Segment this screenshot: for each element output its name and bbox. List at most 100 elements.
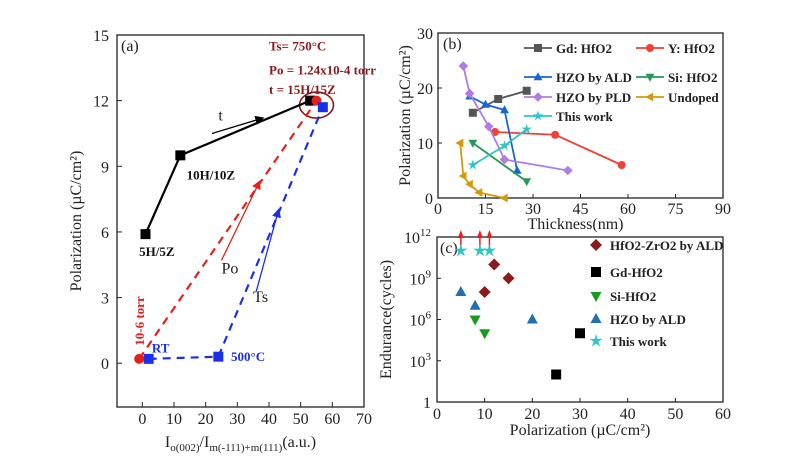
x-tick-label: 60: [324, 411, 340, 428]
legend-label: Si: HfO2: [668, 70, 717, 85]
legend-marker: [645, 92, 654, 102]
series-line: [472, 128, 528, 166]
x-tick-label: 75: [668, 201, 684, 218]
data-point-t: [140, 229, 151, 240]
legend-marker: [589, 334, 603, 347]
ts-arrow: [255, 208, 281, 292]
x-axis-label-part: (a.u.): [282, 434, 316, 451]
panel-label: (b): [443, 36, 462, 53]
series-line: [472, 142, 528, 183]
series-line-po: [138, 100, 318, 360]
y-tick-label: 20: [417, 81, 433, 98]
legend-label: Si-HfO2: [610, 289, 656, 304]
data-point: [512, 165, 522, 174]
y-tick-base: 10: [410, 271, 426, 288]
data-point: [522, 178, 532, 187]
label-t: t: [218, 107, 223, 124]
legend-marker: [533, 92, 543, 102]
po-arrow: [220, 179, 261, 261]
legend-marker: [591, 267, 601, 277]
x-axis-label: Thickness(nm): [528, 216, 624, 233]
x-tick-label: 50: [667, 406, 683, 423]
y-tick-label: 106: [410, 310, 432, 330]
data-point: [467, 159, 479, 170]
y-tick-base: 1: [423, 395, 431, 412]
data-point: [455, 286, 467, 296]
legend-marker: [590, 239, 602, 251]
y-axis-label: Polarization (µC/cm²): [397, 45, 414, 186]
data-point: [575, 328, 585, 339]
data-point: [563, 165, 573, 176]
legend-label: HfO2-ZrO2 by ALD: [610, 238, 723, 253]
label-500c: 500°C: [231, 349, 265, 364]
y-tick-exp: 3: [426, 351, 432, 363]
legend-marker: [532, 110, 544, 121]
data-point-t: [305, 95, 316, 106]
data-point: [617, 161, 626, 169]
y-tick-exp: 9: [426, 268, 432, 280]
y-axis-label: Polarization (µC/cm²): [68, 151, 85, 292]
y-tick-label: 6: [101, 225, 109, 242]
x-tick-label: 20: [198, 411, 214, 428]
label-ts: Ts: [253, 289, 268, 306]
legend-label: This work: [610, 334, 667, 349]
data-point: [488, 258, 501, 271]
y-tick-label: 12: [93, 94, 109, 111]
data-point: [454, 243, 468, 257]
legend-label: Y: HfO2: [668, 41, 715, 56]
panel-label: (a): [121, 38, 139, 55]
data-point-po: [134, 353, 145, 364]
label-po: Po: [222, 261, 239, 278]
x-tick-label: 0: [433, 406, 441, 423]
legend-label: HZO by PLD: [556, 90, 631, 105]
data-point: [494, 95, 503, 103]
legend-marker: [645, 73, 655, 82]
x-tick-label: 30: [229, 411, 245, 428]
y-tick-label: 3: [101, 291, 109, 308]
y-tick-base: 10: [404, 230, 420, 247]
data-point: [499, 193, 508, 203]
legend-marker: [646, 44, 654, 52]
data-point: [478, 286, 491, 298]
label-torr: 10-6 torr: [132, 296, 147, 346]
x-tick-label: 0: [138, 411, 146, 428]
y-tick-label: 109: [410, 268, 432, 288]
up-arrow-head: [486, 230, 493, 238]
y-tick-label: 103: [410, 351, 432, 371]
series-line-ts: [148, 106, 324, 360]
x-tick-label: 60: [620, 201, 636, 218]
y-axis-label: Endurance(cycles): [378, 260, 395, 379]
y-tick-label: 0: [101, 356, 109, 373]
y-tick-label: 9: [101, 159, 109, 176]
x-tick-label: 0: [434, 201, 442, 218]
x-tick-label: 10: [477, 406, 493, 423]
y-tick-label: 0: [425, 191, 433, 208]
label-10h10z: 10H/10Z: [187, 167, 236, 182]
condition-po: Po = 1.24x10-4 torr: [269, 62, 376, 77]
x-axis-label-part: I: [165, 434, 170, 451]
legend-label: Undoped: [668, 90, 719, 105]
panel-label: (c): [440, 240, 458, 257]
data-point: [521, 123, 532, 134]
panel-a: 0 10 20 30 40 50 60 70 0 3 6 9 12 15 (a) Polarization (…: [68, 28, 376, 454]
x-tick-label: 70: [356, 411, 372, 428]
x-tick-label: 90: [715, 201, 731, 218]
y-tick-exp: 6: [426, 310, 432, 322]
legend-marker: [590, 313, 602, 323]
data-point-ts: [213, 351, 224, 362]
legend-marker: [534, 44, 542, 52]
x-tick-label: 30: [572, 406, 588, 423]
x-tick-label: 40: [261, 411, 277, 428]
series-line: [462, 65, 568, 172]
x-tick-label: 50: [293, 411, 309, 428]
data-point: [469, 299, 481, 310]
data-point: [483, 121, 494, 132]
legend-label: Gd-HfO2: [610, 265, 663, 280]
x-axis-label-part: /I: [200, 434, 210, 451]
x-tick-label: 15: [478, 201, 494, 218]
x-axis-label: Polarization (µC/cm²): [510, 422, 651, 439]
data-point-ts: [317, 102, 328, 113]
data-point: [502, 272, 515, 285]
legend-marker: [590, 292, 602, 302]
